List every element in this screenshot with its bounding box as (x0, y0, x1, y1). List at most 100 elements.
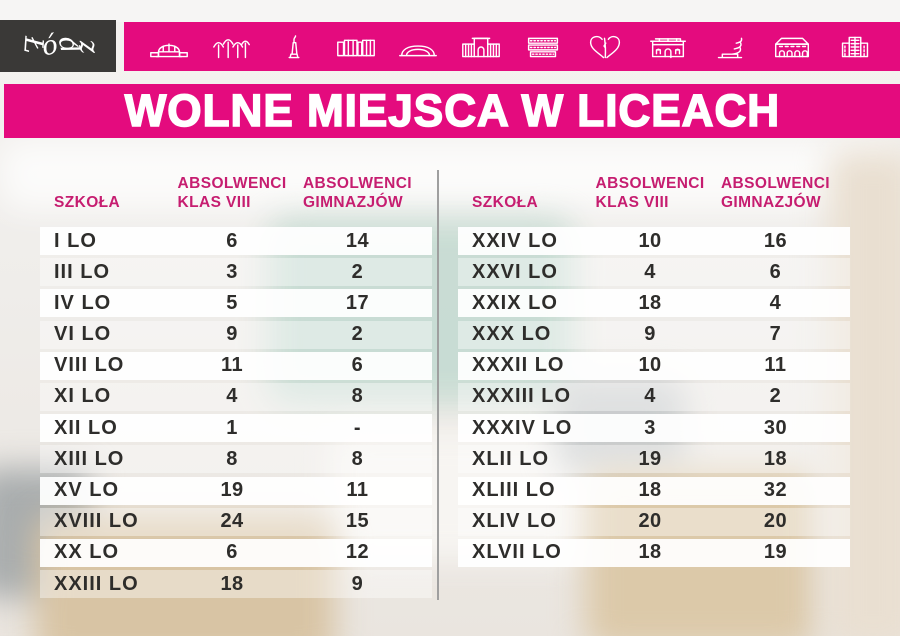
absolwenci-klas-viii-value: 10 (638, 229, 662, 252)
monument-icon (288, 34, 300, 58)
table-left-rows: I LO 6 14 III LO 3 2 IV LO 5 17 VI (40, 227, 432, 599)
heart-zipper-icon (590, 35, 621, 58)
header-szkola: SZKOŁA (472, 194, 539, 211)
table-row: XLIV LO 20 20 (458, 507, 850, 536)
absolwenci-gimnazjow-value: 11 (764, 354, 787, 377)
school-name: IV LO (54, 291, 112, 314)
manor-arcade-icon (775, 37, 810, 57)
absolwenci-gimnazjow-value: 19 (763, 541, 788, 564)
school-name: XLIII LO (472, 479, 556, 501)
school-name: XI LO (54, 385, 112, 408)
school-name: XXXIII LO (472, 385, 572, 408)
office-tower-icon (841, 36, 868, 57)
absolwenci-klas-viii-value: 10 (638, 354, 662, 377)
absolwenci-gimnazjow-value: 6 (351, 354, 364, 377)
table-row: XLII LO 19 18 (458, 445, 850, 474)
table-row: XV LO 19 11 (40, 476, 432, 505)
table-row: XLIII LO 18 32 (458, 476, 850, 505)
header-absolwenci-gimnazjow: ABSOLWENCI GIMNAZJÓW (302, 175, 413, 211)
spring-bench-icon (717, 37, 743, 58)
tree-canopy-icon (212, 38, 250, 58)
absolwenci-klas-viii-value: 18 (638, 541, 662, 564)
absolwenci-gimnazjow-value: 20 (763, 510, 788, 533)
absolwenci-gimnazjow-value: 6 (769, 260, 782, 283)
table-row: I LO 6 14 (40, 227, 432, 255)
table-left: SZKOŁA ABSOLWENCI KLAS VIII ABSOLWENCI G… (40, 166, 432, 601)
absolwenci-klas-viii-value: 9 (644, 323, 656, 346)
absolwenci-gimnazjow-value: 2 (351, 260, 364, 283)
table-row: XXXII LO 10 11 (458, 351, 850, 380)
table-right-rows: XXIV LO 10 16 XXVI LO 4 6 XXIX LO 18 4 (458, 227, 850, 567)
table-right: SZKOŁA ABSOLWENCI KLAS VIII ABSOLWENCI G… (458, 166, 850, 570)
table-row: XXXIV LO 3 30 (458, 414, 850, 443)
absolwenci-gimnazjow-value: 17 (345, 291, 370, 314)
absolwenci-gimnazjow-value: 2 (769, 385, 782, 408)
absolwenci-klas-viii-value: 4 (226, 385, 238, 408)
background-wall (0, 140, 900, 210)
absolwenci-klas-viii-value: 3 (644, 416, 656, 439)
table-row: XXIV LO 10 16 (458, 227, 850, 255)
school-name: XXXIV LO (472, 416, 573, 439)
school-name: XXIX LO (472, 291, 558, 314)
absolwenci-gimnazjow-value: 8 (351, 447, 364, 470)
absolwenci-klas-viii-value: 19 (638, 447, 662, 470)
school-name: XIII LO (54, 447, 125, 470)
school-name: VI LO (54, 323, 112, 346)
gate-building-icon (461, 37, 500, 57)
palace-icon (649, 37, 686, 58)
absolwenci-gimnazjow-value: 8 (351, 385, 364, 408)
absolwenci-gimnazjow-value: 16 (763, 229, 788, 252)
absolwenci-klas-viii-value: 19 (220, 479, 244, 501)
page-title: WOLNE MIEJSCA W LICEACH (123, 84, 780, 137)
header-absolwenci-klas-viii: ABSOLWENCI KLAS VIII (177, 175, 287, 211)
absolwenci-klas-viii-value: 4 (644, 260, 656, 283)
absolwenci-klas-viii-value: 4 (644, 385, 656, 408)
table-row: XXIII LO 18 9 (40, 570, 432, 599)
absolwenci-gimnazjow-value: 30 (763, 416, 788, 439)
absolwenci-gimnazjow-value: 4 (769, 291, 782, 314)
absolwenci-gimnazjow-value: 9 (351, 572, 364, 595)
table-row: XLVII LO 18 19 (458, 538, 850, 567)
school-name: VIII LO (54, 354, 125, 377)
arena-icon (399, 44, 438, 56)
school-name: XV LO (54, 479, 120, 501)
background-chairs-left (35, 515, 335, 636)
header-absolwenci-gimnazjow: ABSOLWENCI GIMNAZJÓW (720, 175, 831, 211)
landmark-icon-bar (124, 22, 900, 71)
absolwenci-klas-viii-value: 9 (226, 323, 238, 346)
absolwenci-gimnazjow-value: 12 (345, 541, 370, 564)
school-name: XXIII LO (54, 572, 139, 595)
absolwenci-klas-viii-value: 11 (220, 354, 244, 377)
absolwenci-gimnazjow-value: 18 (763, 447, 788, 470)
absolwenci-klas-viii-value: 8 (226, 447, 238, 470)
absolwenci-klas-viii-value: 6 (226, 541, 238, 564)
school-name: XII LO (54, 416, 118, 439)
table-row: VI LO 9 2 (40, 320, 432, 349)
school-name: III LO (54, 260, 110, 283)
absolwenci-gimnazjow-value: 15 (345, 510, 370, 533)
table-row: XI LO 4 8 (40, 382, 432, 411)
table-row: XII LO 1 - (40, 414, 432, 443)
school-name: XXX LO (472, 323, 552, 346)
absolwenci-gimnazjow-value: 7 (769, 323, 782, 346)
school-name: XLIV LO (472, 510, 557, 533)
absolwenci-gimnazjow-value: 14 (345, 229, 370, 252)
absolwenci-gimnazjow-value: 32 (763, 479, 788, 501)
absolwenci-klas-viii-value: 18 (638, 291, 662, 314)
school-name: XVIII LO (54, 510, 139, 533)
table-row: XX LO 6 12 (40, 538, 432, 567)
striped-factory-icon (527, 37, 559, 57)
table-row: XXVI LO 4 6 (458, 258, 850, 287)
header-absolwenci-klas-viii: ABSOLWENCI KLAS VIII (595, 175, 705, 211)
table-row: XXXIII LO 4 2 (458, 382, 850, 411)
school-name: XXVI LO (472, 260, 558, 283)
absolwenci-klas-viii-value: 18 (220, 572, 244, 595)
table-right-header: SZKOŁA ABSOLWENCI KLAS VIII ABSOLWENCI G… (458, 166, 850, 214)
table-row: XVIII LO 24 15 (40, 507, 432, 536)
absolwenci-klas-viii-value: 6 (226, 229, 238, 252)
absolwenci-klas-viii-value: 18 (638, 479, 662, 501)
absolwenci-klas-viii-value: 1 (226, 416, 238, 439)
